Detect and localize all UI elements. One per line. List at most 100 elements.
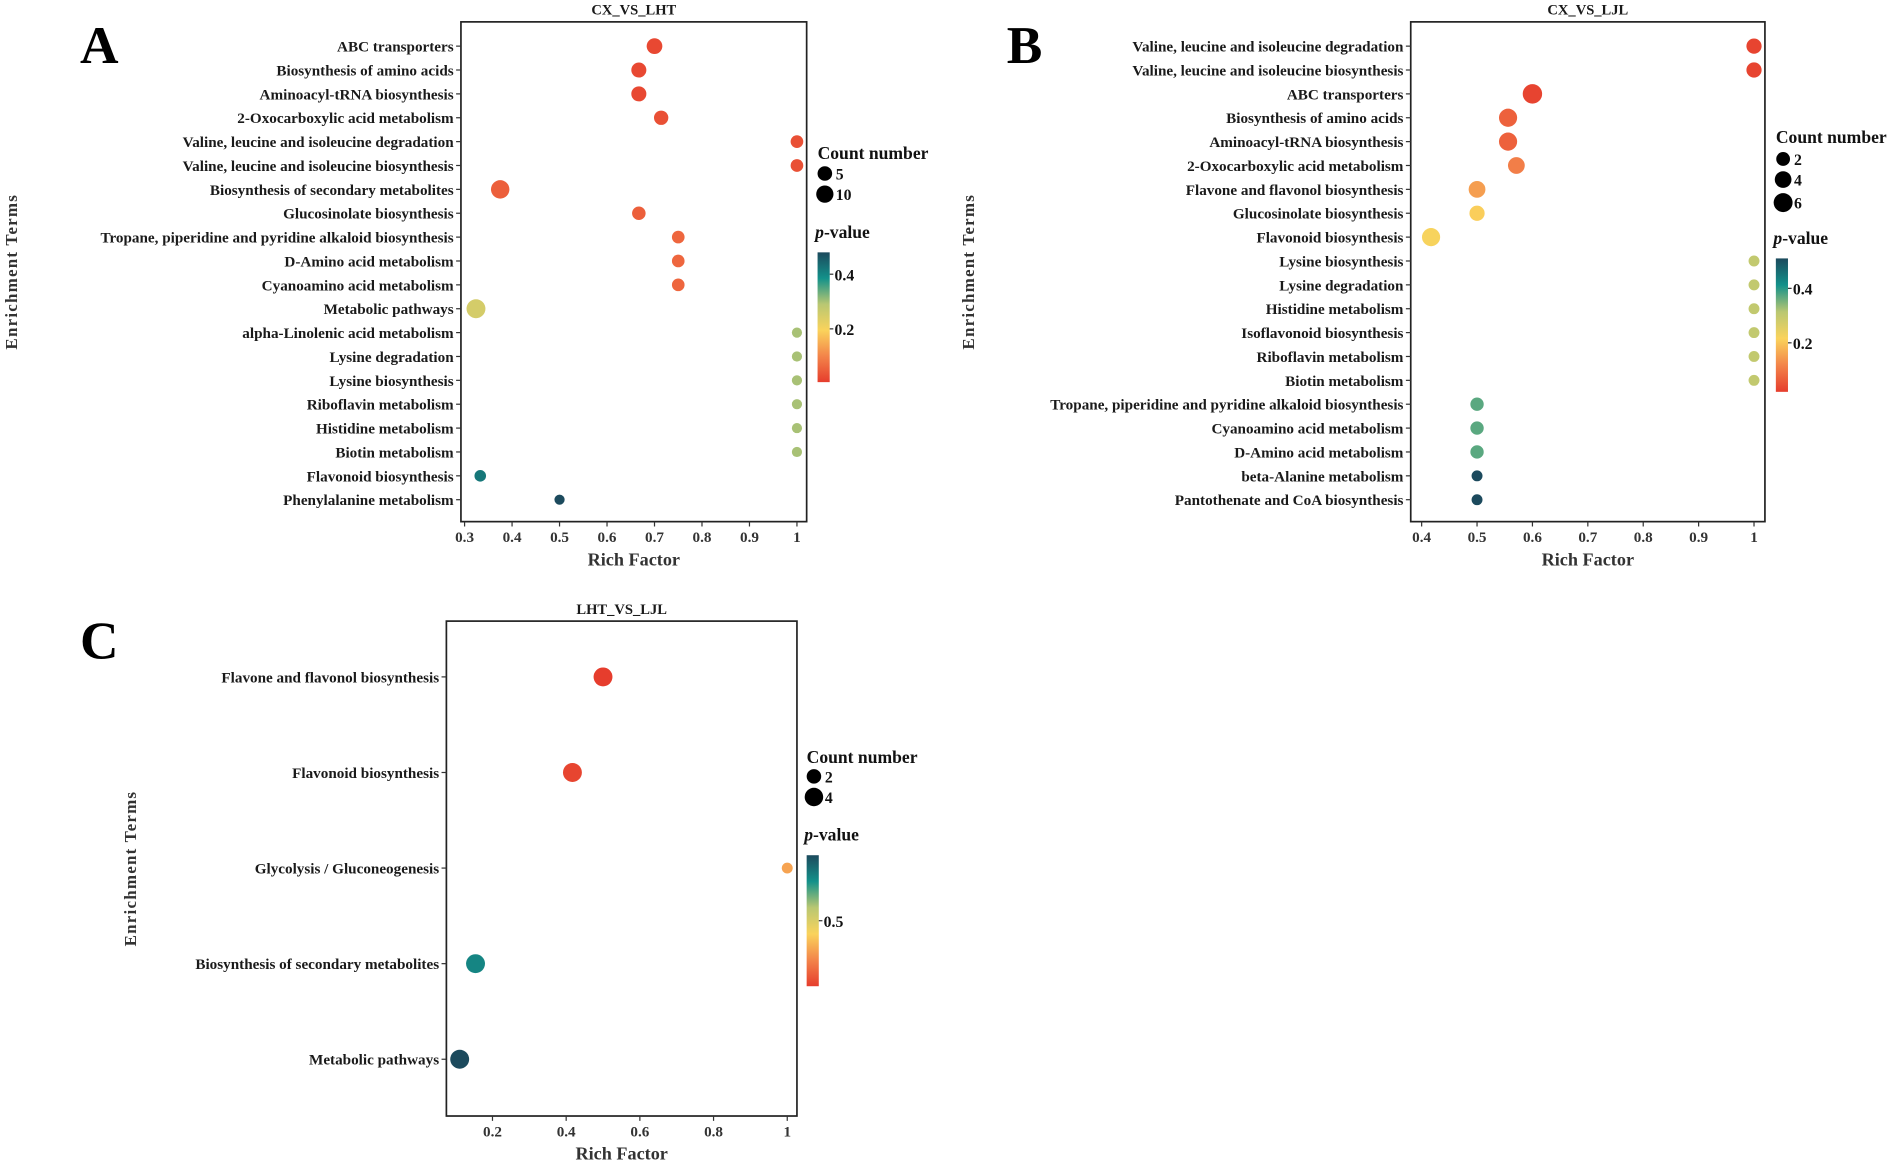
data-point (781, 862, 793, 874)
y-tick-label: D-Amino acid metabolism (284, 253, 454, 270)
data-point (1470, 445, 1484, 459)
size-legend-label: 2 (825, 769, 833, 786)
x-tick-label: 0.2 (483, 1124, 502, 1141)
size-legend-title: Count number (818, 143, 929, 163)
color-legend-title-italic: p (813, 222, 824, 242)
y-tick-label: Glucosinolate biosynthesis (1233, 206, 1404, 223)
data-point (1498, 132, 1518, 151)
panel-label: B (1007, 15, 1043, 75)
size-legend: Count number 2 4 6 (1773, 127, 1887, 213)
data-point (1421, 228, 1441, 247)
size-legend-dot (804, 787, 824, 807)
y-tick-label: Valine, leucine and isoleucine degradati… (183, 134, 455, 151)
data-point (791, 446, 803, 458)
x-tick-label: 0.3 (455, 529, 474, 546)
size-legend: Count number 2 4 (804, 747, 918, 807)
data-point (554, 494, 565, 505)
y-tick-label: Flavone and flavonol biosynthesis (221, 669, 439, 686)
color-tick-label: 0.2 (835, 322, 855, 339)
y-tick-label: beta-Alanine metabolism (1241, 468, 1403, 485)
data-point (1746, 62, 1762, 78)
x-tick-label: 0.6 (630, 1124, 649, 1141)
size-legend-label: 6 (1794, 196, 1802, 213)
y-tick-label: Lysine degradation (1279, 277, 1404, 294)
y-tick-label: 2-Oxocarboxylic acid metabolism (1187, 158, 1404, 175)
color-tick-label: 0.5 (824, 914, 844, 931)
plot-frame (445, 620, 798, 1117)
y-tick-label: Riboflavin metabolism (307, 397, 454, 414)
size-legend-dot (816, 185, 834, 203)
x-axis-label: Rich Factor (1542, 549, 1634, 569)
color-bar (806, 855, 819, 987)
size-legend-title: Count number (807, 747, 918, 767)
data-point (1748, 327, 1760, 339)
y-tick-label: Tropane, piperidine and pyridine alkaloi… (1050, 397, 1403, 414)
y-tick-label: 2-Oxocarboxylic acid metabolism (237, 110, 454, 127)
plot-frame (1409, 21, 1766, 523)
chart-title: LHT_VS_LJL (576, 602, 667, 618)
y-tick-label: Biotin metabolism (335, 444, 454, 461)
data-point (450, 1049, 470, 1069)
data-point (791, 399, 803, 410)
x-tick-label: 0.6 (1523, 529, 1542, 546)
size-legend-dot (806, 769, 822, 784)
color-legend-title-italic: p (1771, 228, 1782, 248)
y-axis-label: Enrichment Terms (2, 194, 21, 350)
x-tick-label: 0.8 (704, 1124, 723, 1141)
data-point (1748, 374, 1760, 386)
data-point (1748, 351, 1760, 362)
y-tick-label: Valine, leucine and isoleucine degradati… (1132, 39, 1404, 56)
y-tick-label: Pantothenate and CoA biosynthesis (1175, 492, 1404, 509)
data-point (1470, 397, 1484, 411)
data-point (631, 86, 647, 102)
data-point (631, 62, 647, 78)
y-tick-label: Metabolic pathways (324, 301, 454, 318)
data-point (653, 110, 669, 125)
y-tick-label: Aminoacyl-tRNA biosynthesis (1209, 134, 1403, 151)
color-bar (817, 252, 830, 383)
color-legend: p-value 0.2 0.4 (1771, 228, 1828, 392)
x-tick-label: 0.4 (557, 1124, 576, 1141)
color-legend-title-italic: p (802, 825, 813, 845)
color-tick-label: 0.2 (1793, 336, 1813, 353)
size-legend-label: 5 (836, 167, 844, 184)
y-tick-label: D-Amino acid metabolism (1234, 444, 1404, 461)
y-tick-label: Histidine metabolism (1266, 301, 1404, 318)
y-tick-label: Lysine biosynthesis (1279, 253, 1403, 270)
size-legend-dot (817, 166, 833, 181)
y-tick-label: Lysine biosynthesis (329, 373, 453, 390)
y-tick-label: Phenylalanine metabolism (283, 492, 454, 509)
data-point (1471, 494, 1483, 506)
y-tick-label: Biosynthesis of secondary metabolites (210, 182, 454, 199)
y-axis-label: Enrichment Terms (121, 791, 140, 947)
data-point (1748, 279, 1760, 291)
x-tick-label: 0.9 (740, 529, 759, 546)
y-tick-label: Histidine metabolism (316, 421, 454, 438)
data-point (1468, 180, 1486, 198)
size-legend-dot (1776, 152, 1791, 166)
y-tick-label: Flavone and flavonol biosynthesis (1186, 182, 1404, 199)
color-tick-label: 0.4 (835, 267, 855, 284)
x-tick-label: 1 (793, 529, 801, 546)
panel-a: A CX_VS_LHT 0.3 0.4 0.5 0.6 0.7 0.8 0.9 1 Rich Fac… (2, 3, 929, 570)
data-point (1470, 421, 1484, 435)
x-tick-label: 0.4 (1412, 529, 1431, 546)
y-tick-label: Cyanoamino acid metabolism (1211, 421, 1403, 438)
y-tick-label: Metabolic pathways (309, 1052, 439, 1069)
data-point (790, 135, 804, 148)
size-legend-title: Count number (1776, 127, 1887, 147)
panel-c: C LHT_VS_LJL 0.2 0.4 0.6 0.8 1 Rich Factor Enric… (80, 602, 918, 1164)
size-legend-label: 2 (1794, 152, 1802, 169)
data-point (1498, 108, 1518, 127)
size-legend-label: 10 (836, 187, 852, 204)
y-tick-label: Biosynthesis of amino acids (1226, 110, 1403, 127)
x-axis-label: Rich Factor (588, 549, 680, 569)
y-tick-label: Flavonoid biosynthesis (307, 468, 454, 485)
data-point (646, 38, 663, 54)
data-point (671, 254, 685, 268)
data-point (791, 375, 803, 386)
x-tick-label: 0.8 (1634, 529, 1653, 546)
y-tick-label: Tropane, piperidine and pyridine alkaloi… (100, 230, 453, 247)
size-legend: Count number 5 10 (816, 143, 929, 204)
